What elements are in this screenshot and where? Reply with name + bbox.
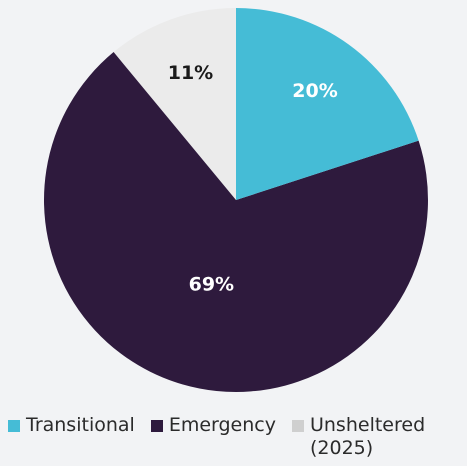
pie-slice <box>44 52 429 393</box>
legend: Transitional Emergency Unsheltered (2025) <box>8 414 467 460</box>
slice-label: 69% <box>189 273 234 295</box>
chart: 11% 69% 20% <box>44 8 429 393</box>
legend-swatch <box>8 420 20 432</box>
legend-swatch <box>150 420 163 432</box>
legend-label: Emergency <box>168 414 276 436</box>
legend-swatch <box>291 420 304 432</box>
legend-item: Transitional <box>8 414 135 460</box>
legend-label: Transitional <box>26 414 135 436</box>
pie-slice <box>236 8 419 200</box>
legend-item: Emergency <box>150 414 276 460</box>
slice-label: 11% <box>168 62 213 84</box>
slice-label: 20% <box>292 80 337 102</box>
pie-slice <box>113 8 236 200</box>
legend-item: Unsheltered (2025) <box>291 414 440 460</box>
legend-label: Unsheltered (2025) <box>309 414 426 459</box>
